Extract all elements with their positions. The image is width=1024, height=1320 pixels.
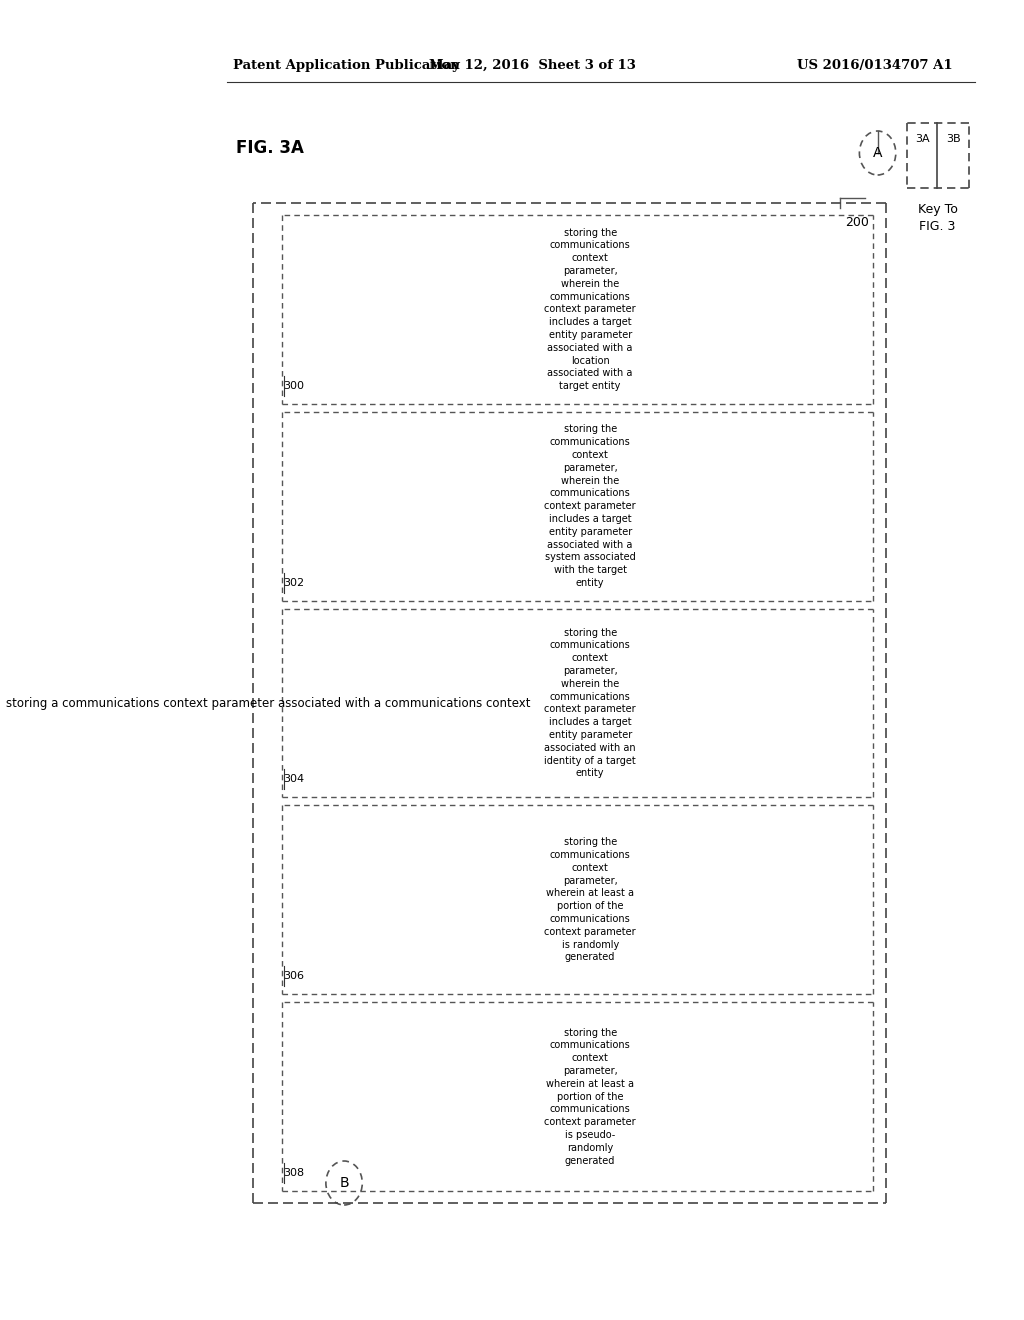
- Text: storing the
communications
context
parameter,
wherein at least a
portion of the
: storing the communications context param…: [545, 837, 636, 962]
- Text: Patent Application Publication: Patent Application Publication: [233, 58, 460, 71]
- Text: 304: 304: [283, 775, 304, 784]
- Text: storing a communications context parameter associated with a communications cont: storing a communications context paramet…: [6, 697, 530, 710]
- Text: FIG. 3A: FIG. 3A: [236, 139, 303, 157]
- Text: 3A: 3A: [914, 135, 930, 144]
- Text: storing the
communications
context
parameter,
wherein the
communications
context: storing the communications context param…: [545, 627, 636, 779]
- Text: Key To
FIG. 3: Key To FIG. 3: [918, 203, 957, 232]
- Text: storing the
communications
context
parameter,
wherein at least a
portion of the
: storing the communications context param…: [545, 1027, 636, 1166]
- Text: May 12, 2016  Sheet 3 of 13: May 12, 2016 Sheet 3 of 13: [429, 58, 636, 71]
- Text: 306: 306: [283, 972, 304, 981]
- Text: US 2016/0134707 A1: US 2016/0134707 A1: [798, 58, 953, 71]
- Text: 302: 302: [283, 578, 304, 587]
- Text: 3B: 3B: [946, 135, 961, 144]
- Text: A: A: [872, 147, 883, 160]
- Text: B: B: [339, 1176, 349, 1191]
- Text: storing the
communications
context
parameter,
wherein the
communications
context: storing the communications context param…: [545, 425, 636, 587]
- Text: storing the
communications
context
parameter,
wherein the
communications
context: storing the communications context param…: [545, 227, 636, 391]
- Text: 308: 308: [283, 1168, 304, 1177]
- Text: 300: 300: [283, 380, 304, 391]
- Text: 200: 200: [845, 216, 868, 230]
